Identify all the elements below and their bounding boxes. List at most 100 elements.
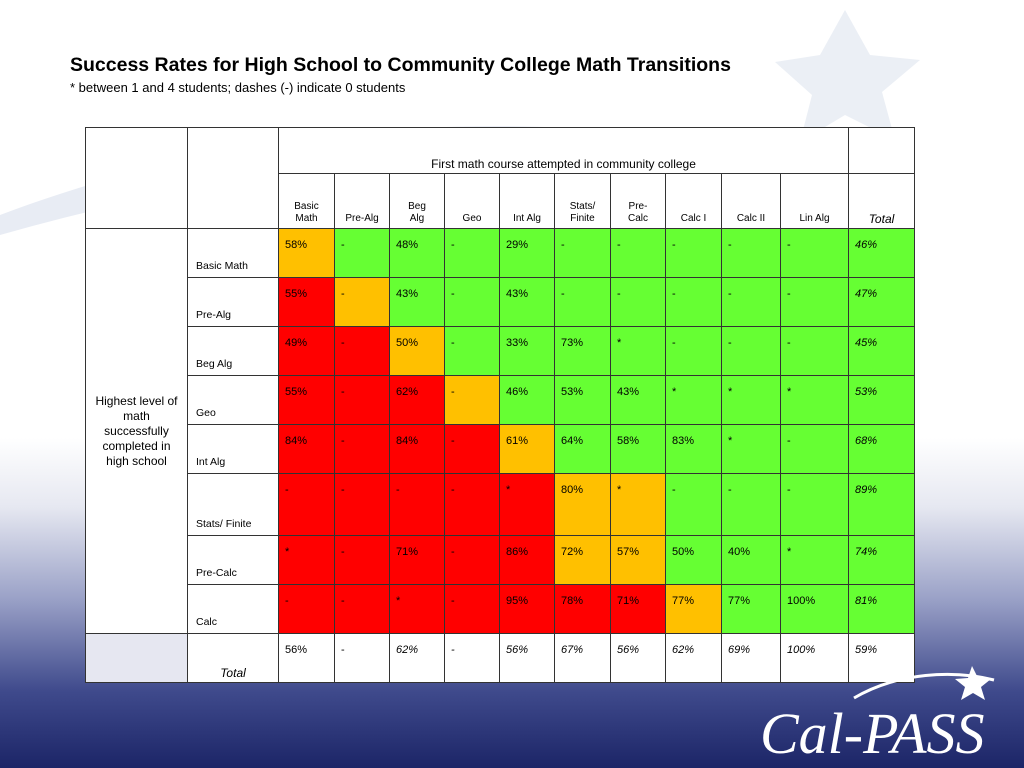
rate-cell: 57%: [610, 535, 666, 585]
rate-cell: 53%: [554, 375, 611, 425]
column-header-line2: Calc: [627, 213, 648, 224]
row-group-label: Highest level of math successfully compl…: [85, 228, 188, 634]
svg-text:Cal-PASS: Cal-PASS: [760, 701, 985, 766]
rate-cell: -: [334, 277, 390, 327]
column-header-line1: Basic: [294, 201, 319, 212]
row-header: Basic Math: [187, 228, 279, 278]
column-total-cell: 62%: [665, 633, 722, 683]
grand-total-cell: 59%: [848, 633, 915, 683]
corner-cell: [85, 127, 188, 229]
rate-cell: 71%: [389, 535, 445, 585]
rate-cell: -: [554, 228, 611, 278]
footer-blank-cell: [85, 633, 188, 683]
column-header-line2: Math: [295, 213, 318, 224]
column-header-line2: Calc II: [736, 213, 766, 224]
column-header: Int Alg: [499, 173, 555, 229]
table-row: Pre-Calc * -71% -86% 72% 57% 50% 40% * 74%: [86, 535, 915, 585]
column-total-cell: -: [334, 633, 390, 683]
rate-cell: -: [444, 473, 500, 536]
rate-cell: 62%: [389, 375, 445, 425]
rate-cell: 50%: [665, 535, 722, 585]
header-blank-cell: [848, 127, 915, 174]
rate-cell: 78%: [554, 584, 611, 634]
rate-cell: -: [334, 228, 390, 278]
page-title: Success Rates for High School to Communi…: [70, 54, 731, 76]
rate-cell: 86%: [499, 535, 555, 585]
table-row: Beg Alg 49% -50% -33% 73% * - - -45%: [86, 326, 915, 376]
rate-cell: *: [499, 473, 555, 536]
column-header: Calc II: [721, 173, 781, 229]
table-row: Highest level of math successfully compl…: [85, 228, 915, 634]
rate-cell: 83%: [665, 424, 722, 474]
column-header-line2: Pre-Alg: [345, 213, 379, 224]
rate-cell: -: [444, 277, 500, 327]
column-total-cell: 56%: [610, 633, 666, 683]
rate-cell: -: [444, 535, 500, 585]
column-header: Lin Alg: [780, 173, 849, 229]
rate-cell: 49%: [278, 326, 335, 376]
rate-cell: 50%: [389, 326, 445, 376]
rate-cell: -: [721, 228, 781, 278]
rate-cell: -: [780, 228, 849, 278]
rate-cell: -: [665, 326, 722, 376]
rate-cell: 40%: [721, 535, 781, 585]
column-total-cell: -: [444, 633, 500, 683]
rate-cell: -: [721, 326, 781, 376]
rate-cell: 71%: [610, 584, 666, 634]
rate-cell: -: [389, 473, 445, 536]
rate-cell: -: [334, 473, 390, 536]
rate-cell: 77%: [721, 584, 781, 634]
rate-cell: 33%: [499, 326, 555, 376]
transition-table: First math course attempted in community…: [85, 127, 915, 683]
rate-cell: -: [665, 228, 722, 278]
rate-cell: -: [610, 228, 666, 278]
rate-cell: 46%: [499, 375, 555, 425]
column-header: Stats/Finite: [554, 173, 611, 229]
rate-cell: -: [334, 326, 390, 376]
rate-cell: *: [665, 375, 722, 425]
rate-cell: -: [665, 277, 722, 327]
rate-cell: 55%: [278, 277, 335, 327]
column-header-line2: Calc I: [680, 213, 707, 224]
row-total-cell: 74%: [848, 535, 915, 585]
column-header-line2: Finite: [570, 213, 595, 224]
table-row: Geo 55% -62% -46% 53% 43% * * * 53%: [86, 375, 915, 425]
row-header: Int Alg: [187, 424, 279, 474]
row-total-cell: 81%: [848, 584, 915, 634]
rate-cell: 72%: [554, 535, 611, 585]
column-header: Geo: [444, 173, 500, 229]
rate-cell: -: [278, 473, 335, 536]
column-header-line1: Pre-: [628, 201, 648, 212]
rate-cell: -: [334, 375, 390, 425]
rate-cell: 73%: [554, 326, 611, 376]
row-total-cell: 68%: [848, 424, 915, 474]
table-row: Pre-Alg 55% -43% -43% - - - - -47%: [86, 277, 915, 327]
table-row: Calc - - * -95% 78% 71% 77% 77% 100% 81%: [86, 584, 915, 634]
rate-cell: *: [610, 473, 666, 536]
rate-cell: 29%: [499, 228, 555, 278]
rate-cell: 95%: [499, 584, 555, 634]
rate-cell: -: [444, 424, 500, 474]
row-total-cell: 46%: [848, 228, 915, 278]
row-total-cell: 89%: [848, 473, 915, 536]
rate-cell: *: [780, 375, 849, 425]
row-header: Stats/ Finite: [187, 473, 279, 536]
rate-cell: -: [444, 326, 500, 376]
table-row: Stats/ Finite - - - - * 80% * - - -89%: [86, 473, 915, 536]
column-header-line2: Int Alg: [513, 213, 541, 224]
column-header: Pre- Calc: [610, 173, 666, 229]
rate-cell: -: [278, 584, 335, 634]
rate-cell: 84%: [389, 424, 445, 474]
rate-cell: *: [780, 535, 849, 585]
rate-cell: 43%: [499, 277, 555, 327]
rate-cell: 58%: [278, 228, 335, 278]
rate-cell: 100%: [780, 584, 849, 634]
row-header: Pre-Calc: [187, 535, 279, 585]
rate-cell: -: [780, 277, 849, 327]
column-group-header: First math course attempted in community…: [278, 127, 849, 174]
rate-cell: -: [610, 277, 666, 327]
corner-cell: [187, 127, 279, 229]
rate-cell: -: [444, 228, 500, 278]
rate-cell: *: [721, 424, 781, 474]
rate-cell: -: [721, 277, 781, 327]
